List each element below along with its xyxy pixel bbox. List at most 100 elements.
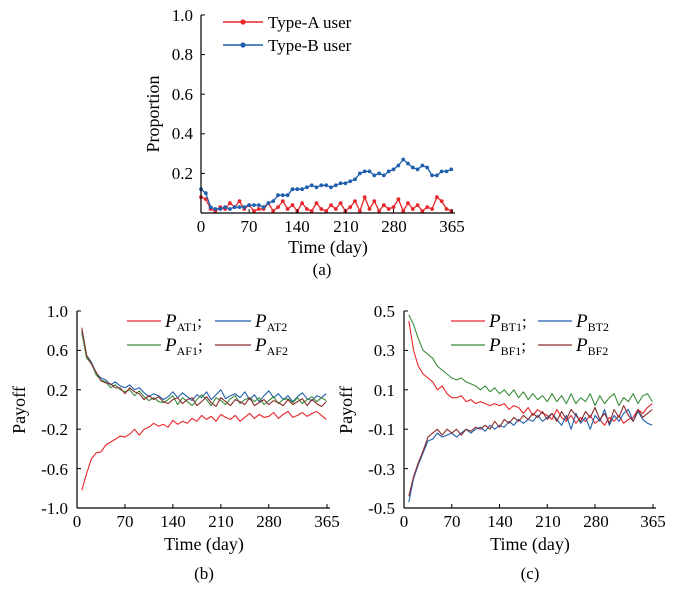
data-point-type-a-user: [430, 207, 434, 211]
data-point-type-a-user: [256, 207, 261, 211]
panel-b-xtick-label: 280: [256, 512, 282, 531]
data-point-type-b-user: [223, 205, 228, 210]
data-point-type-b-user: [382, 173, 386, 178]
panel-c-caption: (c): [521, 564, 540, 583]
data-point-type-b-user: [314, 185, 319, 190]
data-point-type-a-user: [271, 209, 276, 213]
data-point-type-b-user: [425, 165, 430, 170]
data-point-type-b-user: [391, 167, 396, 172]
data-point-type-a-user: [276, 205, 280, 210]
data-point-type-b-user: [285, 193, 290, 198]
data-point-type-b-user: [232, 205, 237, 210]
panel-b-ticks: [76, 310, 328, 509]
panel-b-ytick-label: -0.6: [41, 460, 68, 479]
data-point-type-b-user: [237, 205, 242, 210]
panel-b: 1.0 0.6 0.2 -0.2 -0.6 -1.0 0 70 140 210 …: [9, 302, 340, 583]
legend-label-type-a: Type-A user: [268, 13, 352, 32]
panel-a-ytick-label: 0.8: [172, 45, 193, 64]
panel-a-ytick-label: 0.2: [172, 164, 193, 183]
panel-a-x-axis-label: Time (day): [288, 237, 368, 258]
data-point-type-a-user: [252, 209, 256, 213]
data-point-type-b-user: [377, 171, 381, 176]
panel-a-xtick-label: 70: [241, 217, 258, 236]
panel-a-ticks: [200, 14, 453, 213]
panel-a-xtick-label: 0: [197, 217, 206, 236]
panel-c-xtick-label: 0: [400, 512, 409, 531]
panel-a-y-axis-label: Proportion: [143, 75, 163, 152]
data-point-type-a-user: [324, 209, 329, 213]
data-point-type-a-user: [439, 199, 444, 204]
panel-b-caption: (b): [194, 564, 214, 583]
data-point-type-b-user: [290, 187, 295, 192]
legend-label-type-b: Type-B user: [268, 36, 352, 55]
data-point-type-a-user: [377, 209, 381, 213]
legend-label-at2: PAT2: [254, 311, 287, 334]
data-point-type-a-user: [358, 209, 362, 213]
panel-b-y-axis-label: Payoff: [9, 386, 29, 434]
data-point-type-a-user: [314, 201, 319, 206]
data-point-type-a-user: [348, 205, 353, 210]
series-line-at1: [81, 410, 327, 491]
data-point-type-a-user: [300, 201, 304, 206]
data-point-type-b-user: [372, 173, 377, 178]
data-point-type-a-user: [353, 199, 357, 204]
data-point-type-b-user: [305, 185, 309, 190]
panel-a-xtick-label: 365: [439, 217, 465, 236]
data-point-type-a-user: [319, 207, 324, 211]
panel-a-ytick-label: 0.6: [172, 85, 193, 104]
panel-a-legend: Type-A user Type-B user: [223, 13, 352, 55]
data-point-type-b-user: [439, 169, 444, 174]
panel-a-xtick-label: 210: [333, 217, 359, 236]
legend-label-bt1: PBT1;: [488, 311, 527, 334]
data-point-type-a-user: [237, 199, 242, 204]
data-point-type-a-user: [329, 203, 333, 208]
panel-a-xtick-label: 140: [284, 217, 310, 236]
data-point-type-b-user: [280, 193, 285, 198]
data-point-type-b-user: [276, 193, 280, 198]
data-point-type-a-user: [367, 207, 372, 211]
data-point-type-a-user: [305, 207, 309, 211]
legend-label-at1: PAT1;: [164, 311, 202, 334]
data-point-type-a-user: [382, 203, 386, 208]
panel-c-data-marks: [408, 314, 653, 503]
data-point-type-b-user: [261, 205, 266, 210]
data-point-type-b-user: [329, 185, 333, 190]
data-point-type-b-user: [319, 183, 324, 188]
legend-label-bf2: PBF2: [575, 335, 608, 358]
data-point-type-b-user: [247, 203, 252, 208]
data-point-type-b-user: [324, 183, 329, 188]
panel-c-ticks: [403, 310, 654, 509]
panel-c-ytick-label: -0.1: [368, 420, 395, 439]
panel-a-xtick-label: 280: [381, 217, 407, 236]
panel-c-ytick-label: -0.3: [368, 460, 395, 479]
data-point-type-a-user: [290, 203, 295, 208]
data-point-type-a-user: [309, 209, 314, 213]
legend-marker-type-a: [240, 19, 246, 25]
panel-a-ytick-label: 1.0: [172, 6, 193, 25]
panel-b-ytick-label: -1.0: [41, 499, 68, 518]
panel-c-ytick-label: 0.3: [374, 341, 395, 360]
data-point-type-a-user: [203, 197, 208, 202]
panel-a: 1.0 0.8 0.6 0.4 0.2 0 70 140 210 280 365…: [143, 6, 465, 279]
data-point-type-b-user: [252, 203, 256, 208]
data-point-type-a-user: [449, 209, 454, 213]
panel-b-legend: PAT1; PAT2 PAF1; PAF2: [127, 311, 288, 358]
panel-c-xtick-label: 280: [583, 512, 609, 531]
panel-c-legend: PBT1; PBT2 PBF1; PBF2: [451, 311, 609, 358]
panel-a-data-marks: [199, 157, 454, 213]
panel-a-caption: (a): [313, 260, 332, 279]
data-point-type-b-user: [213, 207, 218, 211]
data-point-type-b-user: [435, 173, 439, 178]
data-point-type-b-user: [401, 157, 406, 162]
legend-marker-type-b: [240, 42, 246, 48]
panel-b-xtick-label: 70: [117, 512, 134, 531]
data-point-type-a-user: [391, 205, 396, 210]
panel-a-ytick-label: 0.4: [172, 124, 194, 143]
panel-b-xtick-label: 140: [160, 512, 186, 531]
panel-c-xtick-label: 140: [487, 512, 513, 531]
data-point-type-a-user: [280, 199, 285, 204]
panel-c-x-axis-label: Time (day): [490, 534, 570, 555]
panel-c: 0.5 0.3 0.1 -0.1 -0.3 -0.5 0 70 140 210 …: [336, 302, 666, 583]
panel-c-ytick-label: 0.5: [374, 302, 395, 321]
panel-c-xtick-label: 70: [444, 512, 461, 531]
